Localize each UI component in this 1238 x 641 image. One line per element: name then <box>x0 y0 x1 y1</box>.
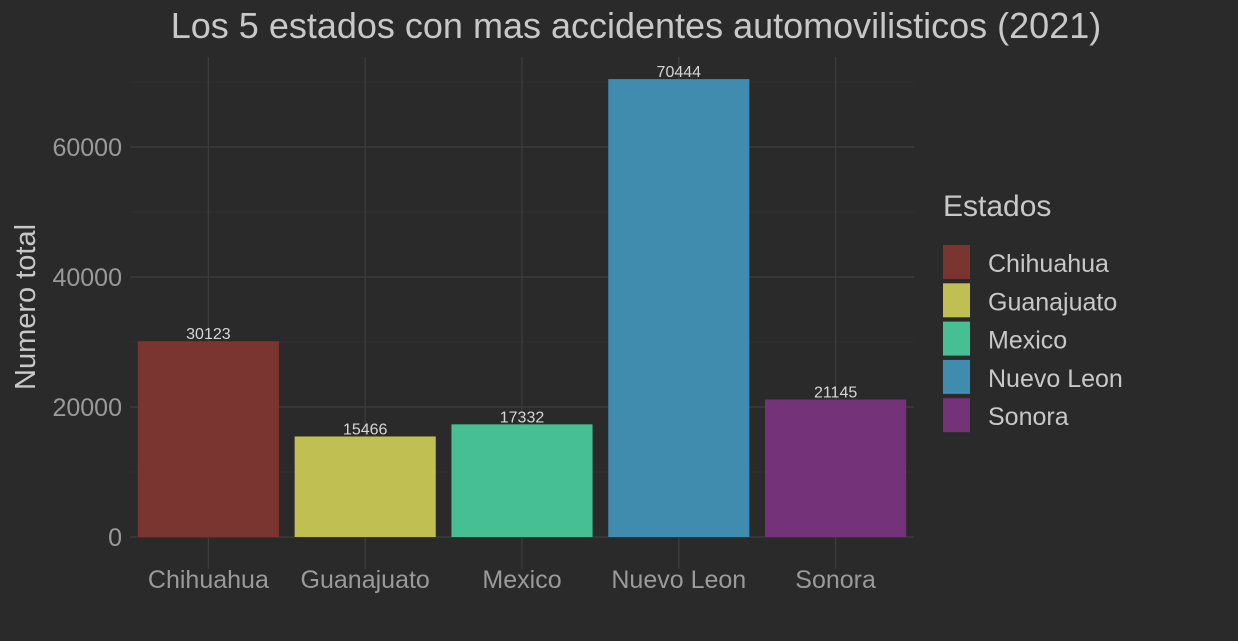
x-tick-label: Sonora <box>795 566 876 594</box>
data-labels: 30123 15466 17332 70444 21145 <box>186 64 857 438</box>
legend-entry: Guanajuato <box>988 288 1117 316</box>
data-label: 15466 <box>343 421 388 438</box>
legend-entry: Mexico <box>988 327 1067 355</box>
chart-title: Los 5 estados con mas accidentes automov… <box>171 5 1101 46</box>
data-label: 21145 <box>814 385 857 402</box>
x-tick-label: Chihuahua <box>148 566 269 594</box>
legend-entry: Chihuahua <box>988 250 1109 278</box>
legend-title: Estados <box>943 190 1051 223</box>
legend-swatch <box>943 398 970 433</box>
bar-mexico <box>451 424 593 537</box>
x-axis-ticks: Chihuahua Guanajuato Mexico Nuevo Leon Sonor… <box>148 565 876 594</box>
legend-swatch <box>943 245 970 279</box>
data-label: 30123 <box>186 326 231 343</box>
legend: Estados Chihuahua Guanajuato Mexico Nuevo L… <box>943 190 1123 433</box>
legend-swatch <box>943 321 970 356</box>
bar-nuevo-leon <box>608 79 750 537</box>
legend-entry: Nuevo Leon <box>988 365 1123 393</box>
x-tick-label: Mexico <box>482 566 561 594</box>
legend-swatch <box>943 283 970 318</box>
data-label: 17332 <box>500 409 545 426</box>
y-axis-ticks: 0 20000 40000 60000 <box>52 134 122 552</box>
y-tick-label: 0 <box>108 524 122 552</box>
legend-items: Chihuahua Guanajuato Mexico Nuevo Leon Sonor… <box>943 245 1123 433</box>
y-tick-label: 20000 <box>52 394 122 422</box>
data-label: 70444 <box>657 64 702 81</box>
y-tick-label: 40000 <box>52 264 122 292</box>
legend-entry: Sonora <box>988 403 1069 431</box>
bar-chihuahua <box>137 341 279 537</box>
x-tick-label: Nuevo Leon <box>611 566 746 594</box>
legend-swatch <box>943 359 970 394</box>
bar-guanajuato <box>294 436 436 537</box>
bars <box>137 79 907 537</box>
bar-sonora <box>765 399 907 537</box>
x-tick-label: Guanajuato <box>301 566 430 594</box>
y-tick-label: 60000 <box>52 134 122 162</box>
y-axis-label: Numero total <box>10 224 42 390</box>
